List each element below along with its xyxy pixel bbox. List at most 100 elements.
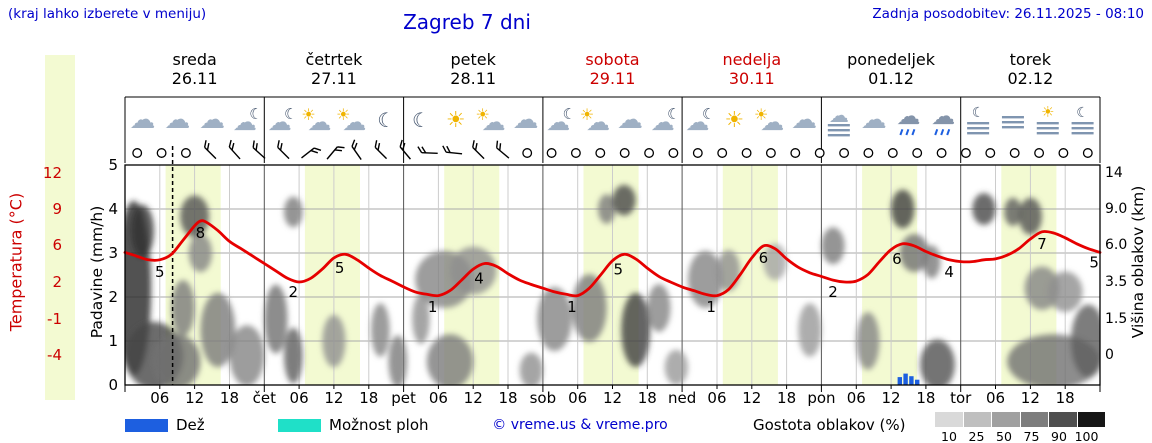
showers-legend-swatch [278, 419, 321, 432]
cloud-ticks-label: 1.5 [1105, 311, 1128, 327]
svg-text:☁: ☁ [342, 108, 366, 136]
temp-ticks-label: 6 [52, 236, 62, 254]
temp-value-label: 8 [196, 224, 206, 242]
weather-icon-cloud-moon: ☾☁ [233, 105, 263, 136]
density-segment [1048, 412, 1077, 427]
density-tick-label: 90 [1051, 429, 1067, 443]
time-label-hour: 18 [1055, 389, 1075, 407]
temperature-curve [123, 219, 1102, 298]
time-label-hour: 12 [1020, 389, 1040, 407]
time-label-day-abbr: pet [391, 389, 416, 407]
day-date: 01.12 [868, 69, 914, 88]
cloud-blob [188, 233, 212, 273]
time-label-hour: 12 [324, 389, 344, 407]
weather-icon-cloud: ☁ [129, 105, 155, 135]
wind-symbol-calm [1009, 148, 1020, 158]
wind-symbol-calm [863, 148, 874, 158]
day-name: sobota [585, 50, 640, 69]
svg-text:☀: ☀ [754, 105, 768, 124]
copyright-link[interactable]: © vreme.us & vreme.pro [492, 417, 668, 433]
temp-value-label: 4 [474, 269, 484, 287]
cloud-ticks-label: 3.5 [1105, 274, 1128, 290]
time-label-hour: 12 [881, 389, 901, 407]
weather-icon-cloud-moon: ☾☁ [651, 105, 681, 136]
wind-symbol-calm [741, 148, 752, 158]
wind-symbol-calm [1058, 148, 1069, 158]
wind-symbol-calm [887, 148, 898, 158]
wind-symbol-calm [619, 148, 630, 158]
weather-icon-cloud: ☁ [512, 105, 538, 135]
cloud-blob [891, 189, 915, 229]
svg-text:☀: ☀ [1041, 103, 1054, 121]
temp-value-label: 5 [1089, 254, 1099, 272]
svg-text:☁: ☁ [512, 105, 538, 135]
cloud-density-scale [935, 412, 1105, 427]
svg-text:☾: ☾ [1076, 105, 1089, 121]
cloud-density-label: Gostota oblakov (%) [753, 416, 906, 434]
weather-icon-moon: ☾ [377, 108, 395, 132]
svg-text:☀: ☀ [475, 105, 489, 124]
time-label-hour: 18 [359, 389, 379, 407]
cloud-blob [154, 334, 201, 385]
wind-symbol-calm [156, 148, 167, 158]
day-name: četrtek [305, 50, 363, 69]
day-name: sreda [172, 50, 217, 69]
svg-text:☁: ☁ [686, 108, 710, 136]
cloud-blob [284, 327, 303, 384]
temp-ticks-label: 12 [42, 164, 62, 182]
wind-symbol-calm [936, 148, 947, 158]
cloud-blob [664, 349, 688, 385]
svg-text:☀: ☀ [580, 105, 594, 124]
temp-value-label: 5 [335, 259, 345, 277]
wind-symbol-barb [374, 140, 388, 160]
weather-icon-cloud-moon: ☾☁ [268, 105, 298, 136]
weather-icon-sun: ☀ [725, 108, 745, 133]
temp-value-label: 6 [759, 249, 769, 267]
rain-legend-label: Dež [176, 416, 205, 434]
weather-icon-cloud: ☁ [164, 105, 190, 135]
wind-symbol-barb [442, 145, 463, 155]
svg-text:☁: ☁ [791, 105, 817, 135]
weather-icon-cloud: ☁ [861, 105, 887, 135]
density-segment [1076, 412, 1105, 427]
page-title: Zagreb 7 dni [403, 10, 531, 34]
temp-ticks-label: -4 [47, 346, 62, 364]
weather-icon-cloud-moon: ☾☁ [686, 105, 716, 136]
cloud-blob [180, 195, 210, 238]
time-label-hour: 06 [428, 389, 448, 407]
weather-icon-cloud: ☁ [617, 105, 643, 135]
time-label-day-abbr: čet [252, 389, 276, 407]
svg-text:☾: ☾ [972, 105, 985, 121]
temp-ticks-label: 2 [52, 273, 62, 291]
wind-symbol-calm [790, 148, 801, 158]
wind-symbol-barb [301, 147, 322, 159]
svg-text:☾: ☾ [412, 108, 430, 132]
location-hint: (kraj lahko izberete v meniju) [8, 6, 207, 22]
wind-symbol-calm [570, 148, 581, 158]
wind-symbol-calm [668, 148, 679, 158]
time-label-hour: 06 [985, 389, 1006, 407]
cloud-blob [856, 312, 880, 370]
cloud-blob [821, 227, 845, 265]
cloud-blob [1004, 197, 1022, 226]
cloud-blob [1047, 271, 1083, 312]
day-header-sobota: sobota 29.11 [543, 50, 682, 88]
cloud-ticks-label: 9.0 [1105, 201, 1128, 217]
svg-text:☾: ☾ [249, 105, 262, 123]
svg-text:☾: ☾ [702, 105, 715, 123]
wind-symbol-barb [326, 146, 345, 160]
time-label-hour: 06 [846, 389, 866, 407]
cloud-density-tick-labels: 10 25 50 75 90 100 [935, 429, 1100, 443]
time-label-day-abbr: pon [807, 389, 836, 407]
precip-axis-title: Padavine (mm/h) [88, 205, 106, 339]
day-name: torek [1009, 50, 1052, 69]
wind-symbol-barb [203, 140, 217, 160]
temp-value-label: 5 [614, 261, 624, 279]
svg-text:☀: ☀ [336, 105, 350, 124]
cloud-ticks-label: 14 [1105, 165, 1123, 181]
time-label-day-abbr: tor [950, 389, 972, 407]
cloud-blob [322, 314, 346, 368]
cloud-blob [920, 339, 955, 385]
day-date: 02.12 [1007, 69, 1054, 88]
temp-value-label: 2 [828, 283, 838, 301]
